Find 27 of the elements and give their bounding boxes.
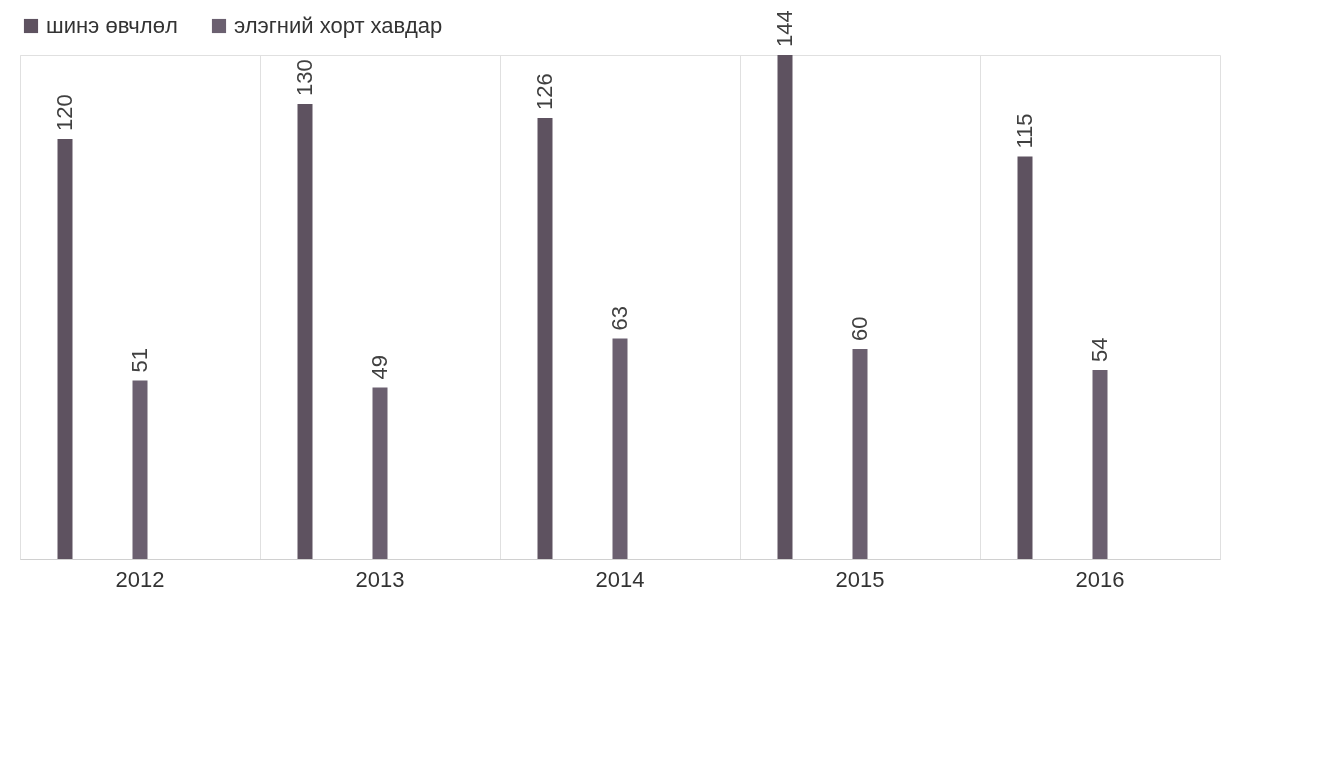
- bar: [852, 349, 868, 559]
- bar: [132, 380, 148, 559]
- data-label: 115: [1012, 113, 1037, 149]
- data-label: 63: [607, 306, 632, 331]
- bar: [1092, 370, 1108, 559]
- x-tick-label: 2015: [835, 566, 885, 592]
- bar: [57, 139, 73, 559]
- bar: [612, 338, 628, 559]
- x-tick-label: 2014: [595, 566, 645, 592]
- data-label: 144: [772, 10, 797, 47]
- bar: [1017, 156, 1033, 559]
- data-label: 126: [532, 73, 557, 110]
- bar: [537, 118, 553, 559]
- x-tick-label: 2012: [115, 566, 165, 592]
- legend-label: элэгний хорт хавдар: [234, 13, 443, 38]
- bar: [297, 104, 313, 559]
- data-label: 49: [367, 355, 392, 380]
- x-tick-label: 2013: [355, 566, 405, 592]
- legend-label: шинэ өвчлөл: [46, 13, 178, 38]
- bar: [777, 55, 793, 559]
- bar: [372, 387, 388, 559]
- data-label: 130: [292, 59, 317, 96]
- data-label: 54: [1087, 337, 1112, 362]
- data-label: 60: [847, 316, 872, 341]
- x-tick-label: 2016: [1075, 566, 1125, 592]
- data-label: 51: [127, 348, 152, 373]
- data-label: 120: [52, 94, 77, 131]
